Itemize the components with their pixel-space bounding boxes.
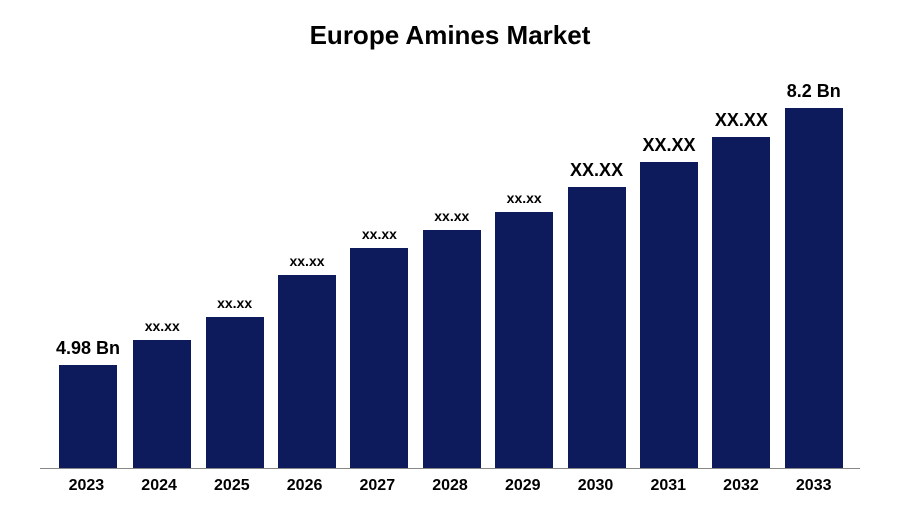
x-axis-label: 2032	[711, 477, 772, 495]
bar	[568, 187, 626, 468]
chart-area: 4.98 Bn xx.xx xx.xx xx.xx xx.xx xx.xx xx.xx XX.…	[40, 81, 860, 469]
x-axis-label: 2030	[565, 477, 626, 495]
bar-value-label: 8.2 Bn	[787, 81, 841, 102]
bar-group: 8.2 Bn	[784, 81, 844, 468]
x-axis-label: 2023	[56, 477, 117, 495]
bar	[712, 137, 770, 468]
x-axis: 2023 2024 2025 2026 2027 2028 2029 2030 2031 2032…	[40, 469, 860, 495]
bar-value-label: xx.xx	[362, 226, 397, 242]
x-axis-label: 2029	[492, 477, 553, 495]
bar	[206, 317, 264, 468]
bar	[495, 212, 553, 469]
chart-container: Europe Amines Market 4.98 Bn xx.xx xx.xx xx…	[0, 0, 900, 525]
bar-group: 4.98 Bn	[56, 81, 120, 468]
bar-group: XX.XX	[639, 81, 699, 468]
bar	[350, 248, 408, 469]
bar	[59, 365, 117, 469]
bar-value-label: XX.XX	[642, 135, 695, 156]
bar	[785, 108, 843, 468]
bar	[133, 340, 191, 468]
x-axis-label: 2031	[638, 477, 699, 495]
bar-group: XX.XX	[711, 81, 771, 468]
x-axis-label: 2025	[201, 477, 262, 495]
bar-value-label: xx.xx	[434, 208, 469, 224]
bar-group: xx.xx	[204, 81, 264, 468]
bar	[640, 162, 698, 468]
bar	[278, 275, 336, 469]
x-axis-label: 2026	[274, 477, 335, 495]
bar-group: xx.xx	[494, 81, 554, 468]
bar-group: xx.xx	[422, 81, 482, 468]
bar-value-label: XX.XX	[715, 110, 768, 131]
x-axis-label: 2027	[347, 477, 408, 495]
bar-value-label: xx.xx	[507, 190, 542, 206]
bar-value-label: 4.98 Bn	[56, 338, 120, 359]
bar-group: xx.xx	[277, 81, 337, 468]
bar-group: XX.XX	[566, 81, 626, 468]
x-axis-label: 2033	[783, 477, 844, 495]
bar-value-label: xx.xx	[289, 253, 324, 269]
bar-value-label: xx.xx	[217, 295, 252, 311]
x-axis-label: 2024	[129, 477, 190, 495]
bar	[423, 230, 481, 469]
bar-group: xx.xx	[349, 81, 409, 468]
chart-title: Europe Amines Market	[40, 20, 860, 51]
bar-group: xx.xx	[132, 81, 192, 468]
bar-value-label: xx.xx	[145, 318, 180, 334]
bar-value-label: XX.XX	[570, 160, 623, 181]
x-axis-label: 2028	[420, 477, 481, 495]
